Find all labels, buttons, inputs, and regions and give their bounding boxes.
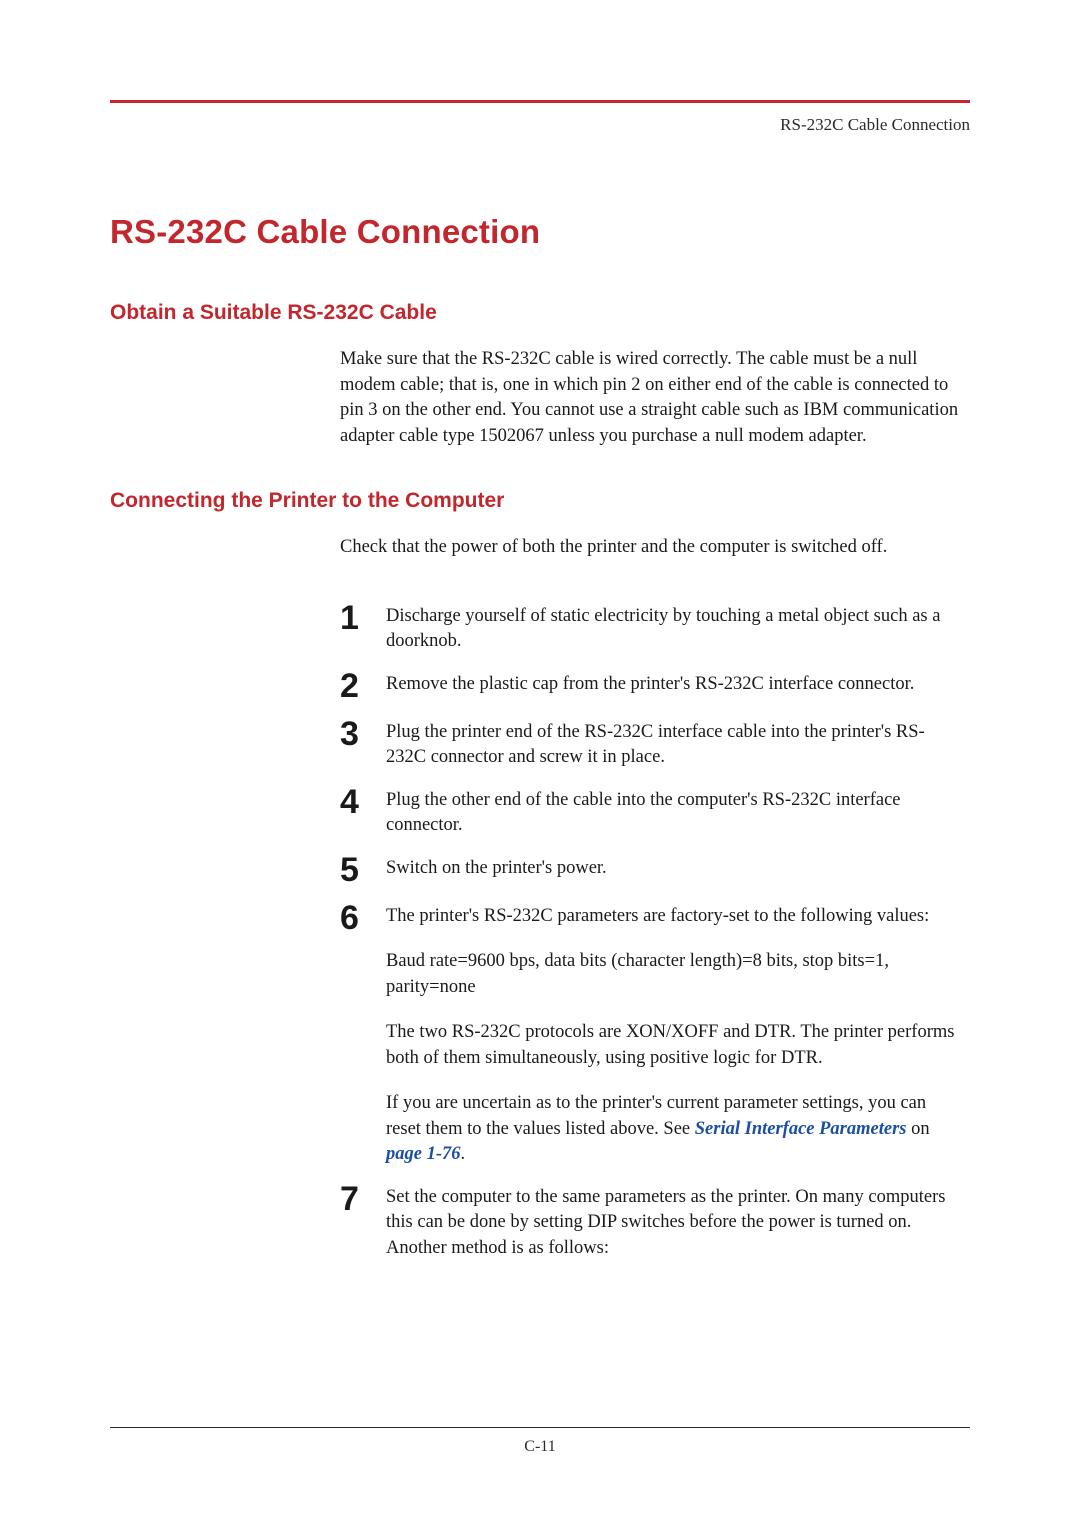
- header-rule: [110, 100, 970, 103]
- page-number: C-11: [0, 1438, 1080, 1456]
- step-number: 2: [340, 669, 386, 703]
- step-number: 3: [340, 717, 386, 751]
- section-connecting-intro: Check that the power of both the printer…: [340, 535, 960, 561]
- step: 5 Switch on the printer's power.: [340, 853, 960, 887]
- step-number: 5: [340, 853, 386, 887]
- section-obtain-cable-heading: Obtain a Suitable RS-232C Cable: [110, 301, 970, 325]
- step-link-paragraph: If you are uncertain as to the printer's…: [386, 1091, 960, 1168]
- step-text: Remove the plastic cap from the printer'…: [386, 669, 960, 698]
- step: 7 Set the computer to the same parameter…: [340, 1182, 960, 1262]
- section-connecting-heading: Connecting the Printer to the Computer: [110, 489, 970, 513]
- step: 6 The printer's RS-232C parameters are f…: [340, 901, 960, 1168]
- step-number: 1: [340, 601, 386, 635]
- step-text: Set the computer to the same parameters …: [386, 1182, 960, 1262]
- serial-interface-parameters-link[interactable]: Serial Interface Parameters: [695, 1119, 907, 1139]
- step-text: Switch on the printer's power.: [386, 853, 960, 882]
- page: RS-232C Cable Connection RS-232C Cable C…: [0, 0, 1080, 1528]
- section-obtain-cable-body: Make sure that the RS-232C cable is wire…: [340, 347, 960, 449]
- running-head: RS-232C Cable Connection: [110, 115, 970, 135]
- step-text: Plug the printer end of the RS-232C inte…: [386, 717, 960, 771]
- step: 2 Remove the plastic cap from the printe…: [340, 669, 960, 703]
- step-text: Discharge yourself of static electricity…: [386, 601, 960, 655]
- step-number: 4: [340, 785, 386, 819]
- footer-rule: [110, 1427, 970, 1428]
- step: 1 Discharge yourself of static electrici…: [340, 601, 960, 655]
- step-link-mid: on: [906, 1119, 929, 1139]
- step-text: Plug the other end of the cable into the…: [386, 785, 960, 839]
- step: 4 Plug the other end of the cable into t…: [340, 785, 960, 839]
- page-title: RS-232C Cable Connection: [110, 213, 970, 251]
- step-number: 7: [340, 1182, 386, 1216]
- page-reference-link[interactable]: page 1-76: [386, 1144, 461, 1164]
- step-body: The printer's RS-232C parameters are fac…: [386, 901, 960, 1168]
- step-extra-text: The two RS-232C protocols are XON/XOFF a…: [386, 1020, 960, 1071]
- step-number: 6: [340, 901, 386, 935]
- step-link-post: .: [461, 1144, 466, 1164]
- connecting-intro-paragraph: Check that the power of both the printer…: [340, 535, 960, 561]
- step-text: The printer's RS-232C parameters are fac…: [386, 904, 960, 930]
- obtain-cable-paragraph: Make sure that the RS-232C cable is wire…: [340, 347, 960, 449]
- step-extra-text: Baud rate=9600 bps, data bits (character…: [386, 949, 960, 1000]
- step: 3 Plug the printer end of the RS-232C in…: [340, 717, 960, 771]
